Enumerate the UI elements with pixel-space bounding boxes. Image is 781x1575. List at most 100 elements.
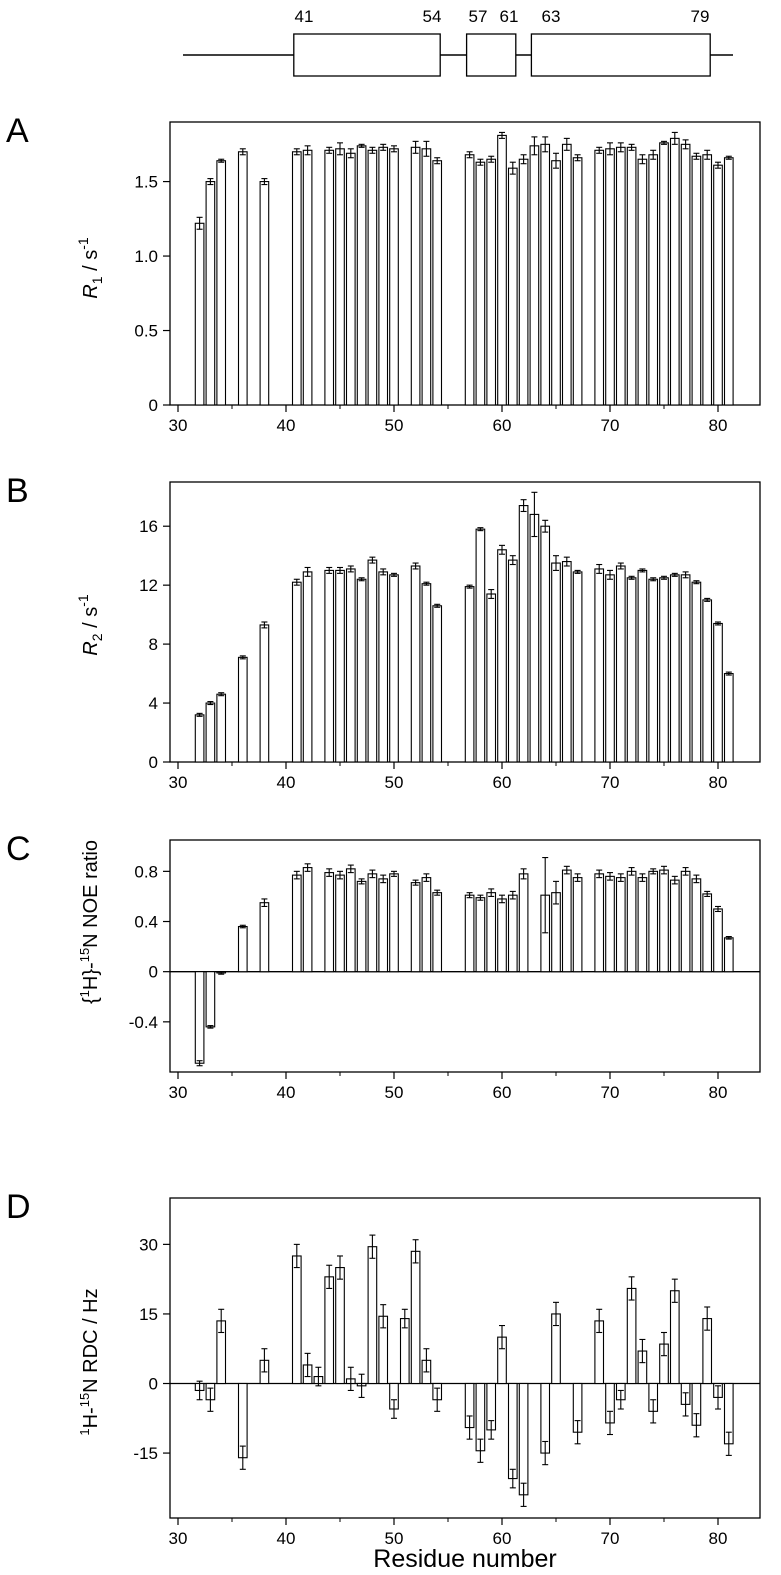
error-bar-c-64 — [542, 857, 549, 934]
ss-element-57-61 — [465, 33, 517, 77]
error-bar-c-57 — [466, 892, 473, 899]
bar-a-81 — [723, 157, 734, 406]
error-bar-c-80 — [715, 905, 721, 913]
bar-d-61 — [507, 1382, 518, 1480]
error-bar-a-79 — [704, 149, 711, 160]
bar-b-34 — [216, 693, 227, 763]
bar-a-65 — [551, 160, 561, 406]
y-tick-label-a-3: 1.5 — [134, 173, 158, 192]
error-bar-a-59 — [488, 155, 495, 163]
bar-a-78 — [691, 155, 702, 406]
bar-c-72 — [626, 870, 637, 973]
error-bar-a-32 — [196, 216, 203, 230]
y-tick-label-c-1: 0 — [149, 963, 158, 982]
error-bar-d-62 — [520, 1482, 527, 1507]
x-tick-label-d-80: 80 — [709, 1529, 728, 1548]
bar-b-36 — [237, 656, 248, 763]
bar-a-62 — [518, 158, 529, 406]
error-bar-a-61 — [509, 161, 516, 175]
y-tick-label-d-1: 0 — [149, 1375, 158, 1394]
panel-letter-a: A — [6, 112, 29, 150]
error-bar-d-73 — [639, 1338, 646, 1364]
segment-label-57: 57 — [469, 7, 488, 26]
error-bar-b-41 — [293, 578, 300, 586]
bar-a-38 — [259, 181, 270, 406]
bar-b-75 — [659, 577, 669, 763]
error-bar-d-50 — [391, 1399, 397, 1419]
error-bar-c-67 — [574, 873, 581, 882]
error-bar-c-46 — [347, 864, 354, 874]
x-tick-label-d-70: 70 — [601, 1529, 620, 1548]
error-bar-a-41 — [293, 148, 300, 156]
error-bar-d-42 — [304, 1352, 311, 1378]
bar-c-41 — [291, 874, 302, 973]
panel-letter-b: B — [6, 472, 29, 510]
y-tick-label-b-2: 8 — [149, 635, 158, 654]
bar-d-62 — [518, 1382, 529, 1496]
x-tick-label-d-50: 50 — [385, 1529, 404, 1548]
error-bar-a-76 — [671, 131, 678, 145]
error-bar-d-72 — [628, 1276, 635, 1301]
bar-b-77 — [680, 574, 691, 763]
ss-element-41-54 — [293, 33, 441, 77]
error-bar-b-45 — [337, 566, 343, 574]
error-bar-b-34 — [218, 692, 225, 697]
error-bar-a-81 — [725, 155, 732, 160]
y-tick-label-b-3: 12 — [139, 576, 158, 595]
bar-c-81 — [723, 937, 734, 973]
error-bar-b-52 — [412, 562, 419, 570]
error-bar-d-49 — [380, 1304, 387, 1329]
error-bar-b-64 — [542, 519, 549, 533]
bar-b-74 — [648, 578, 659, 763]
ss-element-63-79 — [530, 33, 711, 77]
segment-label-41: 41 — [295, 7, 314, 26]
error-bar-c-47 — [358, 878, 365, 885]
error-bar-b-72 — [628, 575, 635, 580]
bar-a-72 — [626, 146, 637, 406]
bar-a-42 — [302, 149, 313, 406]
x-tick-label-a-70: 70 — [601, 416, 620, 435]
bar-b-80 — [713, 622, 723, 763]
plot-frame-c — [169, 839, 761, 1073]
error-bar-b-58 — [477, 527, 484, 532]
error-bar-c-72 — [628, 867, 635, 876]
y-tick-label-d-0: -15 — [133, 1444, 158, 1463]
bar-a-61 — [507, 167, 518, 406]
bar-d-45 — [335, 1267, 345, 1385]
bar-b-47 — [356, 578, 367, 763]
error-bar-c-77 — [682, 867, 689, 876]
bar-a-58 — [475, 161, 486, 406]
error-bar-c-62 — [520, 868, 527, 880]
error-bar-a-78 — [693, 152, 700, 160]
bar-b-62 — [518, 505, 529, 763]
error-bar-d-78 — [693, 1413, 700, 1438]
error-bar-c-79 — [704, 890, 711, 897]
x-tick-label-b-60: 60 — [493, 773, 512, 792]
bar-a-32 — [194, 222, 205, 406]
error-bar-c-48 — [369, 869, 376, 879]
bar-d-52 — [410, 1250, 421, 1385]
error-bar-d-44 — [326, 1264, 333, 1289]
bar-b-53 — [421, 583, 432, 763]
error-bar-a-52 — [412, 140, 419, 154]
bar-c-74 — [648, 870, 659, 973]
bar-a-66 — [561, 143, 572, 406]
error-bar-c-69 — [596, 869, 603, 879]
bar-c-54 — [432, 892, 443, 973]
bar-a-36 — [237, 151, 248, 406]
x-tick-label-c-40: 40 — [277, 1083, 296, 1102]
bar-b-33 — [205, 702, 216, 763]
bar-c-73 — [637, 877, 648, 973]
error-bar-b-63 — [531, 491, 538, 538]
error-bar-d-77 — [682, 1392, 689, 1417]
error-bar-c-45 — [337, 870, 343, 880]
error-bar-c-42 — [304, 863, 311, 872]
bar-a-46 — [345, 152, 356, 406]
error-bar-d-51 — [401, 1308, 408, 1329]
error-bar-a-74 — [650, 149, 657, 160]
bar-a-47 — [356, 145, 367, 406]
bar-a-76 — [669, 137, 680, 406]
bar-c-66 — [561, 869, 572, 973]
bar-b-57 — [464, 586, 475, 763]
bar-c-65 — [551, 892, 561, 973]
